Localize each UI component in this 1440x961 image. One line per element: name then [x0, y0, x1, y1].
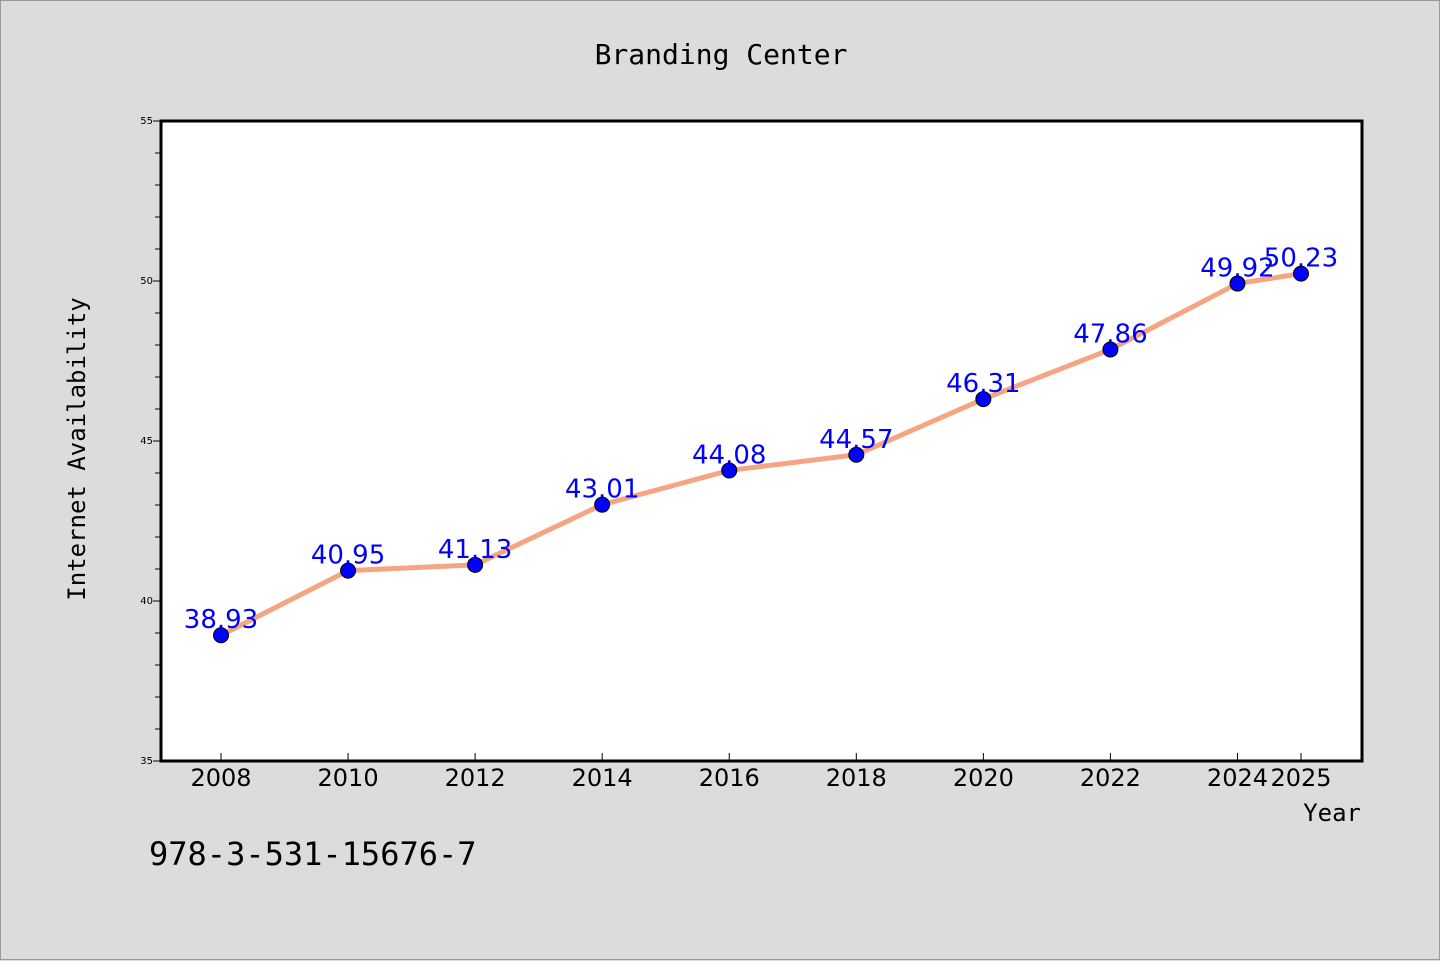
y-tick-label: 40	[140, 596, 153, 607]
data-point	[467, 556, 484, 573]
x-tick-label: 2012	[445, 764, 506, 792]
plot-area	[159, 119, 1364, 763]
x-tick-label: 2022	[1080, 764, 1141, 792]
data-point	[1229, 275, 1246, 292]
x-tick-label: 2014	[572, 764, 633, 792]
x-tick-label: 2016	[699, 764, 760, 792]
x-tick-label: 2018	[826, 764, 887, 792]
y-axis-label: Internet Availability	[63, 297, 91, 600]
x-axis-label: Year	[1303, 799, 1361, 827]
x-tick-label: 2025	[1270, 764, 1331, 792]
data-point	[340, 562, 357, 579]
y-axis-ticks: 35 40 45 50 55	[140, 116, 161, 767]
series-layer	[218, 271, 1304, 638]
x-tick-label: 2020	[953, 764, 1014, 792]
x-axis-ticks: 2008 2010 2012 2014 2016 2018 2020 2022 2024 2025	[190, 753, 1332, 792]
x-tick-label: 2010	[318, 764, 379, 792]
x-tick-label: 2008	[190, 764, 251, 792]
data-point	[975, 391, 992, 408]
data-point	[1102, 341, 1119, 358]
y-tick-label: 50	[140, 276, 153, 287]
y-tick-label: 35	[140, 756, 153, 767]
series-line	[218, 271, 1304, 638]
data-point	[1293, 265, 1309, 282]
isbn-footer: 978-3-531-15676-7	[149, 835, 477, 873]
x-tick-label: 2024	[1207, 764, 1268, 792]
data-point	[213, 627, 229, 644]
y-tick-label: 45	[140, 436, 153, 447]
data-point	[594, 496, 611, 513]
data-point	[848, 446, 865, 463]
y-tick-label: 55	[140, 116, 153, 127]
chart-title: Branding Center	[595, 38, 848, 71]
data-point	[721, 462, 738, 479]
